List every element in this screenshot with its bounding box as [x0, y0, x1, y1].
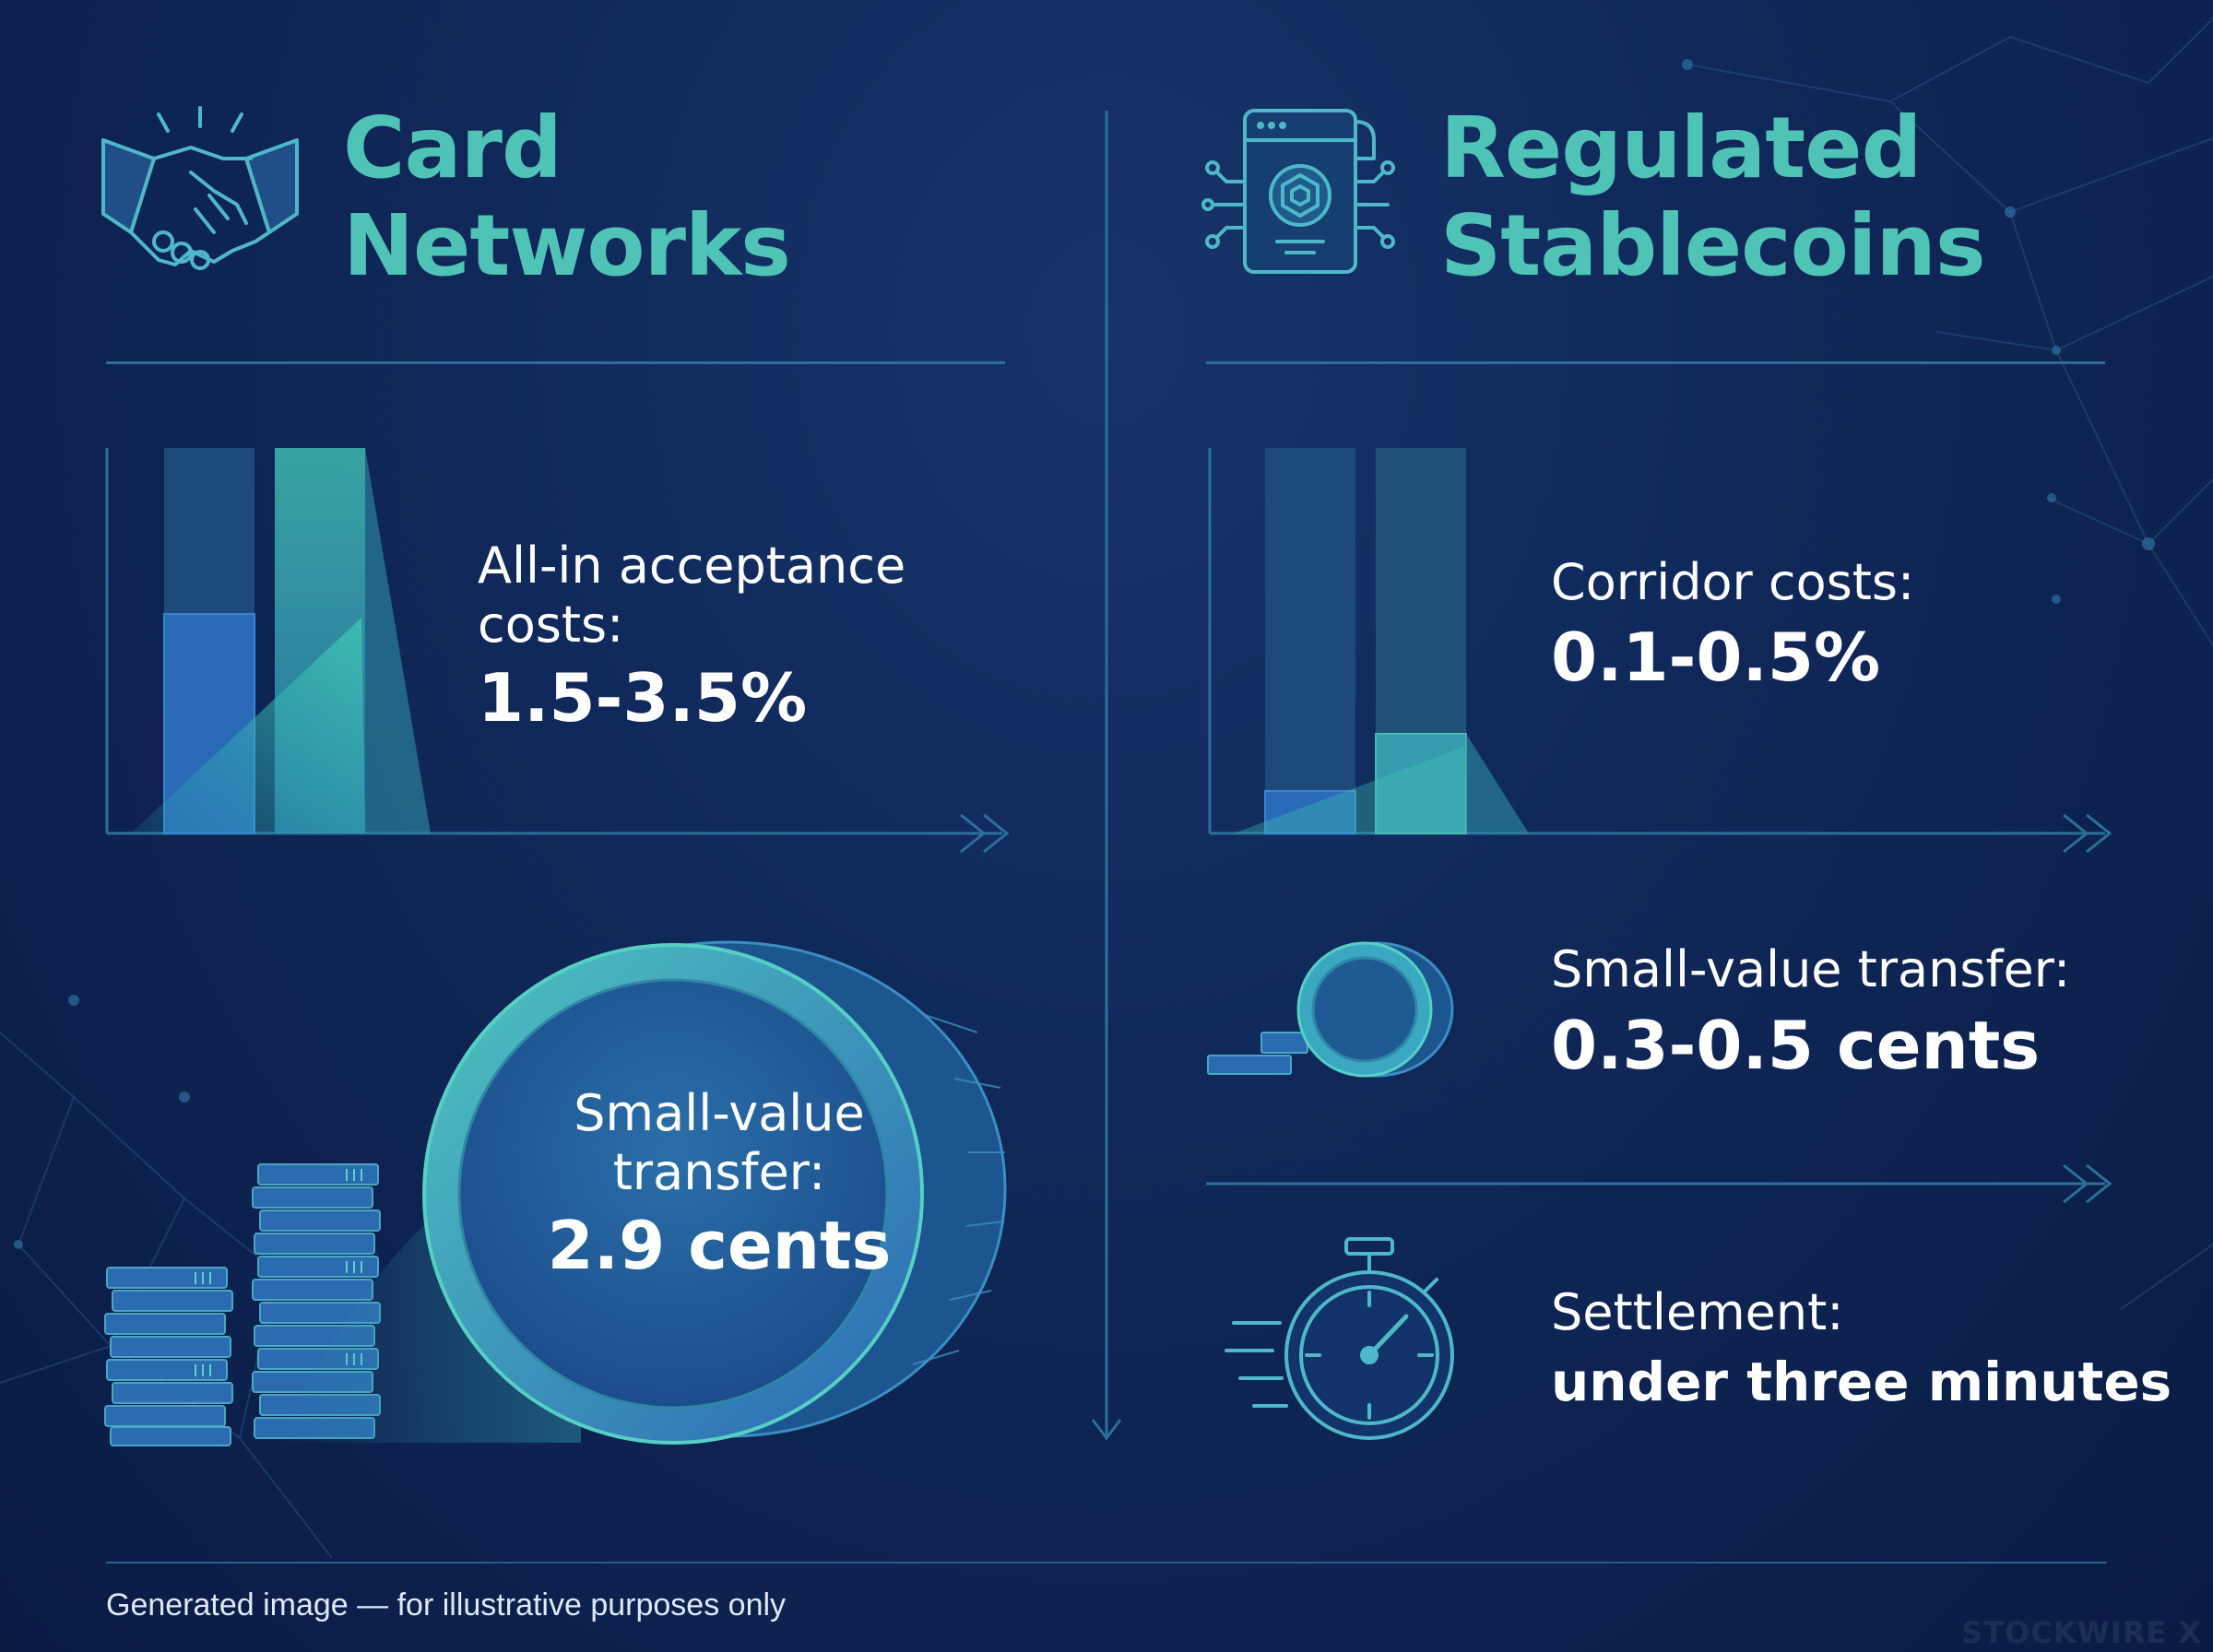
- regulated-stablecoins-title-line1: Regulated: [1440, 99, 1922, 197]
- card-cost-label-line1: All-in acceptance: [478, 537, 906, 595]
- bar-chart-icon: [105, 448, 1010, 854]
- stablecoin-cost-label: Corridor costs:: [1551, 553, 1915, 611]
- bar-chart-icon: [1208, 448, 2112, 854]
- card-small-value-value: 2.9 cents: [547, 1207, 892, 1284]
- card-networks-title-line2: Networks: [343, 196, 791, 295]
- arrow-right-icon: [1206, 1163, 2112, 1204]
- card-networks-title-line1: Card: [343, 99, 562, 197]
- handshake-icon: [101, 106, 299, 270]
- regulated-stablecoins-title-line2: Stablecoins: [1440, 196, 1986, 295]
- left-header-divider: [106, 361, 1005, 364]
- blockchain-chip-icon: [1201, 109, 1395, 274]
- arrow-down-icon: [1091, 111, 1122, 1441]
- stablecoin-cost-value: 0.1-0.5%: [1551, 619, 1881, 696]
- stablecoin-small-value-value: 0.3-0.5 cents: [1551, 1007, 2041, 1084]
- stopwatch-icon: [1225, 1237, 1454, 1440]
- card-networks-title: Card Networks: [343, 99, 791, 295]
- right-header-divider: [1206, 361, 2105, 364]
- brand-watermark: STOCKWIRE X: [1961, 1615, 2202, 1650]
- settlement-label: Settlement:: [1551, 1283, 1844, 1341]
- card-cost-value: 1.5-3.5%: [478, 659, 808, 737]
- coin-icon: [277, 940, 1007, 1445]
- footer-disclaimer: Generated image — for illustrative purpo…: [106, 1587, 787, 1622]
- settlement-value: under three minutes: [1551, 1351, 2172, 1413]
- card-small-value-label-line1: Small-value: [574, 1084, 865, 1142]
- card-small-value-label-line2: transfer:: [612, 1143, 826, 1201]
- card-small-value-block: Small-value transfer: 2.9 cents: [461, 1084, 977, 1287]
- card-cost-label: All-in acceptance costs:: [478, 537, 905, 655]
- coin-stack-icon: [104, 1163, 381, 1446]
- footer-divider: [106, 1562, 2107, 1564]
- regulated-stablecoins-title: Regulated Stablecoins: [1440, 99, 1986, 295]
- card-cost-label-line2: costs:: [478, 596, 624, 654]
- coin-icon: [1207, 941, 1454, 1078]
- stablecoin-small-value-label: Small-value transfer:: [1551, 940, 2071, 998]
